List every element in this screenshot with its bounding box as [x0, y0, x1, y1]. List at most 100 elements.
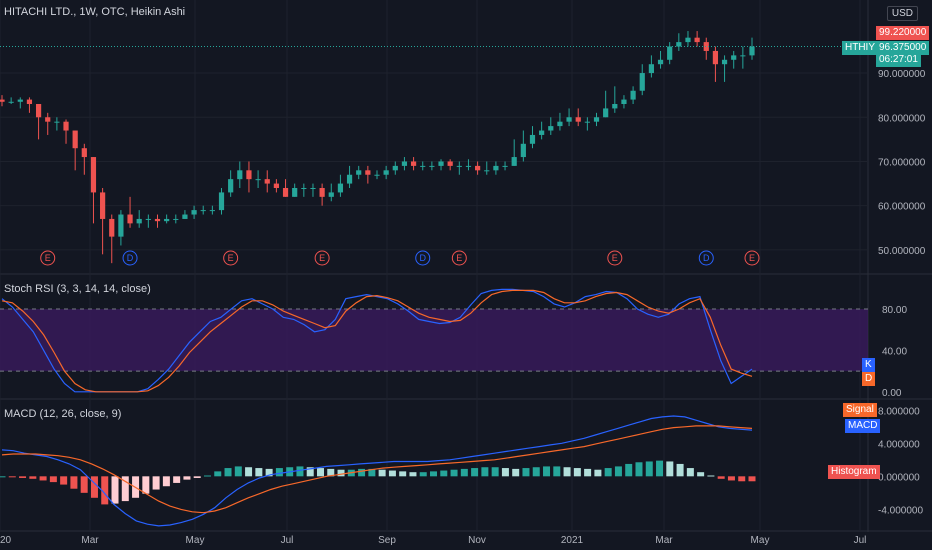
macd-histogram-bar	[255, 468, 263, 477]
macd-histogram-bar	[501, 468, 509, 477]
candle	[218, 188, 225, 215]
macd-histogram-bar	[162, 476, 170, 487]
macd-histogram-bar	[522, 468, 530, 477]
macd-histogram-bar	[49, 476, 57, 483]
candle	[356, 165, 362, 180]
svg-text:D: D	[703, 253, 710, 263]
candle	[374, 170, 380, 180]
candle	[154, 214, 161, 228]
candle	[621, 95, 627, 109]
macd-histogram-bar	[686, 468, 694, 477]
svg-text:D: D	[419, 253, 426, 263]
macd-histogram-bar	[563, 467, 571, 477]
stoch-band	[0, 309, 868, 372]
macd-title: MACD (12, 26, close, 9)	[4, 408, 122, 420]
macd-histogram-bar	[193, 476, 201, 478]
candle	[639, 64, 645, 96]
candle	[475, 161, 481, 175]
candle	[493, 161, 499, 175]
earnings-marker: E	[223, 250, 239, 266]
candle	[246, 161, 252, 193]
candle	[81, 143, 87, 175]
macd-histogram-bar	[203, 475, 211, 477]
x-tick-label: Jul	[854, 535, 867, 546]
high-price-tag: 99.220000	[876, 26, 930, 40]
macd-histogram-bar	[173, 476, 181, 483]
macd-histogram-bar	[717, 476, 725, 479]
macd-macd-line	[1, 415, 753, 527]
macd-histogram-bar	[512, 468, 520, 477]
candle	[292, 183, 298, 197]
macd-histogram-bar	[594, 469, 602, 477]
earnings-marker: E	[314, 250, 330, 266]
macd-histogram-bar	[60, 476, 68, 485]
stoch-y-tick-label: 40.00	[882, 346, 907, 357]
macd-histogram-bar	[80, 476, 88, 493]
candle	[410, 157, 417, 171]
macd-histogram-bar	[224, 468, 232, 477]
candle	[731, 50, 737, 69]
svg-text:E: E	[319, 253, 325, 263]
candle	[173, 214, 179, 224]
macd-y-tick-label: 4.000000	[878, 439, 920, 450]
candle	[420, 161, 426, 171]
macd-histogram-bar	[142, 476, 150, 494]
macd-histogram-bar	[296, 466, 304, 477]
candle	[548, 117, 554, 135]
stoch-rsi-layer	[0, 288, 868, 393]
candle	[136, 210, 142, 228]
chart-title: HITACHI LTD., 1W, OTC, Heikin Ashi	[4, 6, 186, 18]
macd-histogram-bar	[121, 476, 129, 502]
macd-histogram-bar	[748, 476, 756, 482]
macd-histogram-bar	[625, 463, 633, 477]
macd-histogram-bar	[460, 468, 468, 477]
macd-histogram-bar	[471, 468, 479, 477]
macd-histogram-bar	[8, 476, 16, 478]
candle	[712, 46, 719, 82]
candle	[255, 170, 261, 188]
candle	[676, 33, 682, 51]
svg-text:E: E	[612, 253, 618, 263]
candle	[612, 86, 618, 113]
candle	[502, 161, 508, 171]
candle	[72, 130, 78, 171]
candle	[100, 188, 106, 255]
price-y-tick-label: 70.000000	[878, 157, 926, 168]
candle	[456, 161, 462, 175]
candle	[200, 205, 206, 215]
macd-histogram-bar	[19, 476, 27, 478]
macd-histogram-bar	[666, 461, 674, 477]
macd-histogram-bar	[676, 463, 684, 477]
candle	[721, 55, 728, 82]
stoch-d-tag: D	[862, 372, 876, 386]
candle	[401, 157, 408, 171]
candle	[54, 117, 60, 131]
stoch-k-tag: K	[862, 358, 875, 372]
svg-text:E: E	[749, 253, 755, 263]
stoch-rsi-title: Stoch RSI (3, 3, 14, 14, close)	[4, 283, 151, 295]
candle	[703, 37, 709, 60]
candle	[575, 108, 581, 127]
countdown-tag: 06:27:01	[876, 53, 921, 67]
candle	[8, 97, 14, 104]
currency-button[interactable]: USD	[886, 6, 918, 21]
macd-histogram-bar	[450, 469, 458, 477]
candle	[749, 37, 755, 60]
price-y-tick-label: 60.000000	[878, 202, 926, 213]
macd-histogram-bar	[635, 462, 643, 477]
candle	[127, 196, 133, 228]
macd-histogram-bar	[584, 468, 592, 477]
candle	[392, 161, 398, 175]
macd-histogram-bar	[90, 476, 98, 498]
signal-tag: Signal	[843, 403, 877, 417]
candle	[566, 108, 572, 127]
macd-histogram-bar	[697, 472, 705, 477]
x-tick-label: 2021	[561, 535, 584, 546]
x-tick-label: Mar	[655, 535, 673, 546]
candle	[145, 214, 151, 228]
candle	[63, 119, 69, 144]
macd-histogram-bar	[430, 471, 438, 477]
macd-histogram-bar	[327, 468, 335, 477]
price-y-tick-label: 50.000000	[878, 246, 926, 257]
